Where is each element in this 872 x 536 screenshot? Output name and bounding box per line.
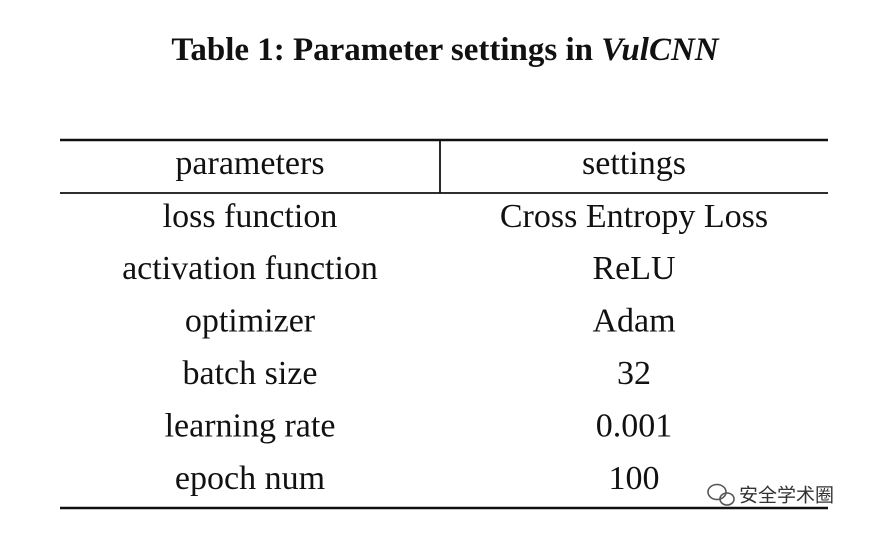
parameter-cell: batch size bbox=[183, 355, 318, 392]
parameter-cell: activation function bbox=[122, 250, 378, 287]
setting-cell: 0.001 bbox=[596, 407, 673, 444]
setting-cell: ReLU bbox=[592, 250, 675, 287]
parameter-cell: epoch num bbox=[175, 460, 325, 497]
caption-text: Table 1: Parameter settings in bbox=[171, 32, 593, 68]
header-cell: parameters bbox=[175, 145, 324, 182]
setting-cell: 100 bbox=[609, 460, 660, 497]
header-cell: settings bbox=[582, 145, 686, 182]
table-caption: Table 1: Parameter settings in VulCNN bbox=[171, 32, 719, 68]
setting-cell: 32 bbox=[617, 355, 651, 392]
watermark-icon bbox=[707, 483, 735, 506]
parameter-cell: optimizer bbox=[185, 303, 316, 340]
parameter-cell: learning rate bbox=[165, 407, 336, 444]
setting-cell: Cross Entropy Loss bbox=[500, 198, 768, 235]
watermark: 安全学术圈 bbox=[739, 485, 834, 507]
setting-cell: Adam bbox=[592, 303, 675, 340]
caption-emphasis: VulCNN bbox=[601, 32, 720, 68]
parameter-cell: loss function bbox=[163, 198, 338, 235]
